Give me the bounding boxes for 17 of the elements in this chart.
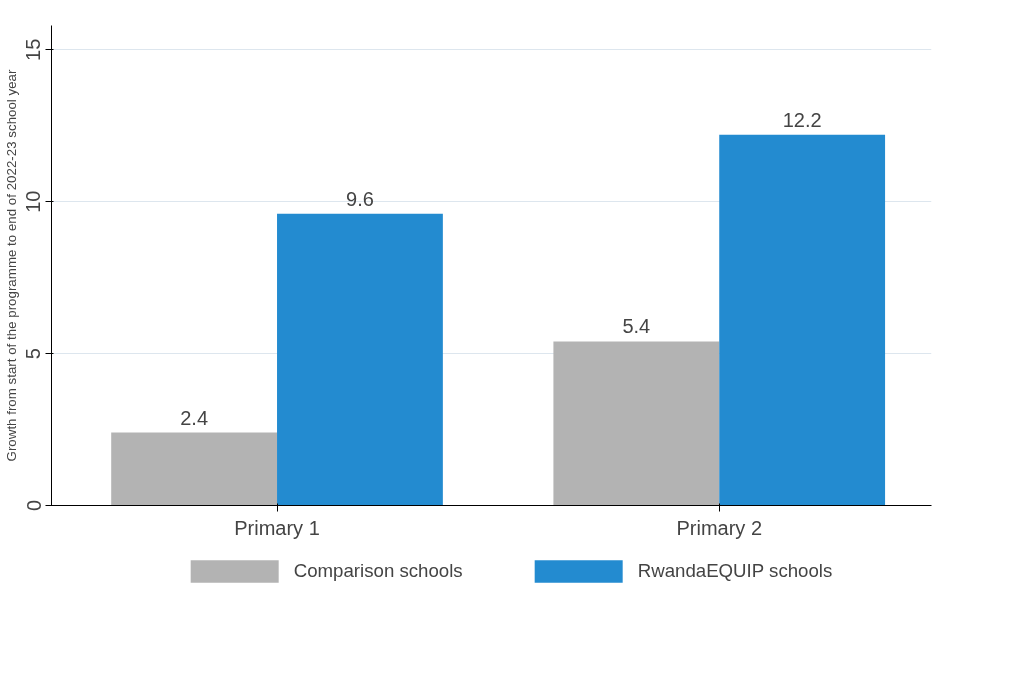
y-tick-label: 5 [22,348,45,360]
bar [553,341,720,506]
bar [277,213,443,506]
data-label: 2.4 [180,406,209,429]
data-label: 5.4 [622,315,651,338]
data-label: 9.6 [346,187,374,210]
y-axis-title: Growth from start of the programme to end of 2022-23 school year [3,68,19,462]
data-label: 12.2 [782,108,822,131]
legend-label: RwandaEQUIP schools [637,560,833,582]
x-tick-label: Primary 1 [234,516,320,539]
y-tick-label: 10 [22,190,45,213]
bar [111,432,278,506]
bar [719,134,886,506]
y-tick-label: 15 [22,38,45,61]
x-tick-label: Primary 2 [676,516,763,539]
legend-label: Comparison schools [293,560,463,582]
y-tick-label: 0 [22,499,45,512]
